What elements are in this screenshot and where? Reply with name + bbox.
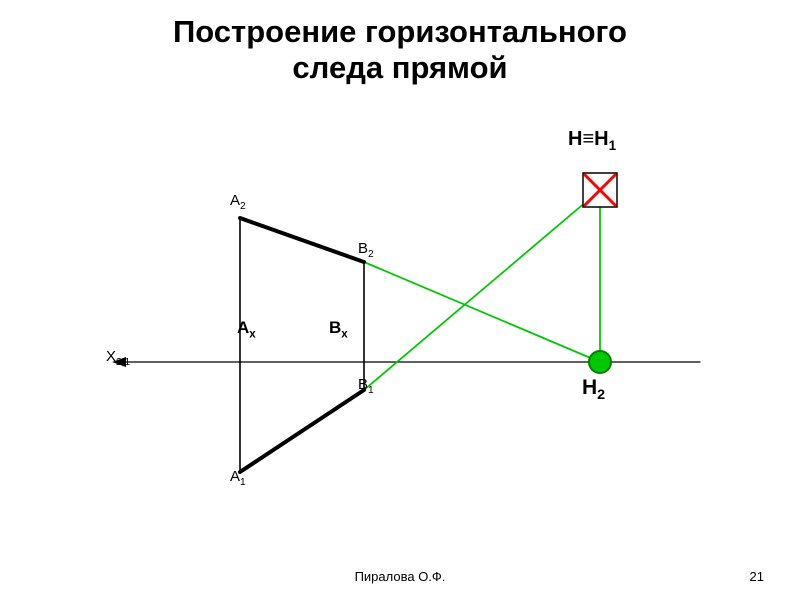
label-x-axis: X2,1 xyxy=(106,348,130,368)
label-h1: H≡H1 xyxy=(568,128,616,153)
label-b2: B2 xyxy=(358,240,374,260)
label-b1: B1 xyxy=(358,376,374,396)
footer-page-number: 21 xyxy=(750,569,764,584)
label-ax: Ax xyxy=(237,318,256,340)
geometry-diagram xyxy=(0,0,800,600)
footer-author: Пиралова О.Ф. xyxy=(0,569,800,584)
label-h2: H2 xyxy=(582,376,605,403)
label-a1: A1 xyxy=(230,468,246,488)
slide: Построение горизонтального следа прямой … xyxy=(0,0,800,600)
label-a2: A2 xyxy=(230,192,246,212)
label-bx: Bx xyxy=(329,318,348,340)
